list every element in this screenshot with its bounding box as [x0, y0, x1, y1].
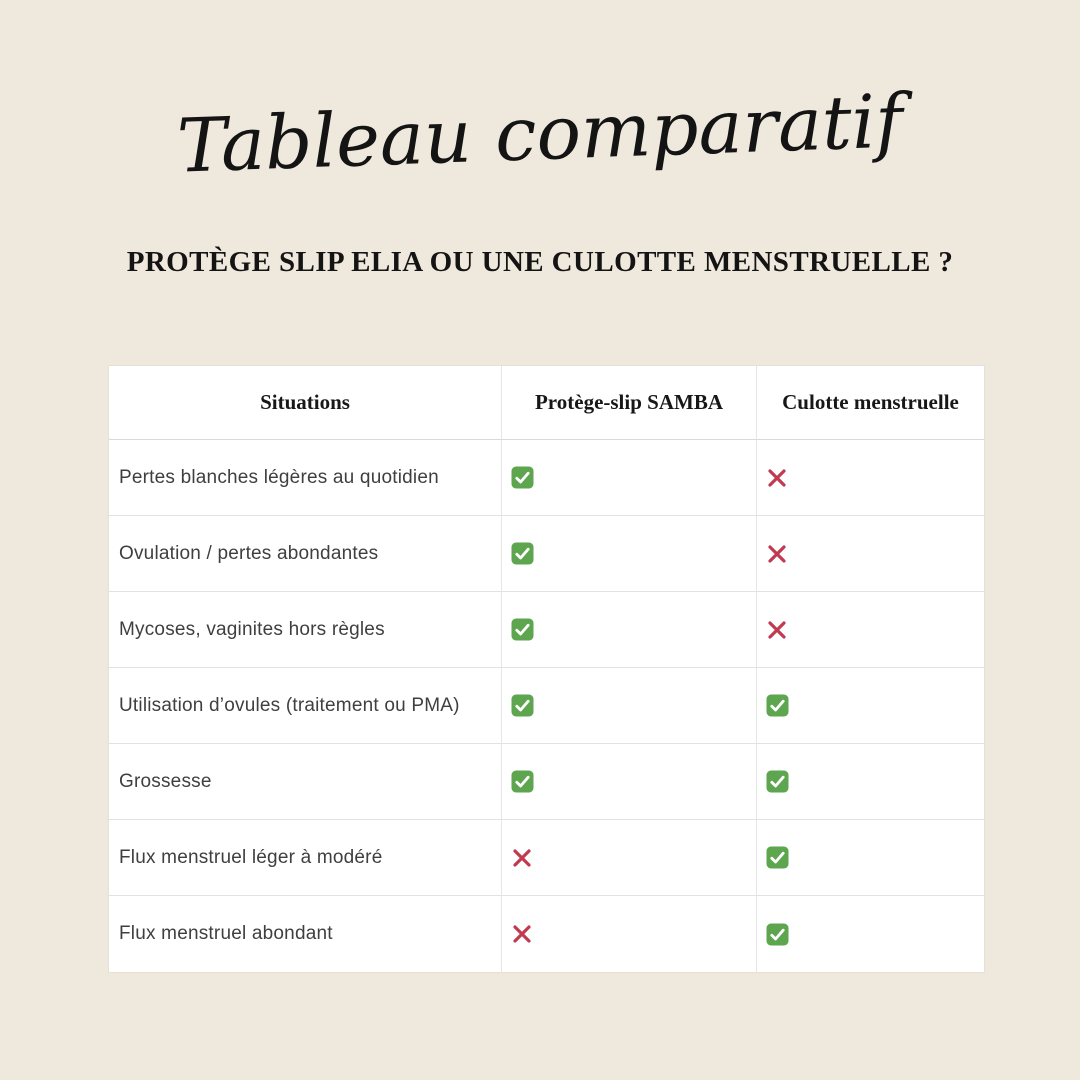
situation-label: Pertes blanches légères au quotidien — [109, 440, 501, 516]
culotte-cell — [756, 820, 984, 896]
header-cell-culotte-menstruelle: Culotte menstruelle — [756, 366, 984, 440]
check-icon — [511, 466, 534, 489]
samba-cell — [501, 668, 756, 744]
check-icon — [766, 694, 789, 717]
header-cell-situations: Situations — [109, 366, 501, 440]
samba-cell — [501, 440, 756, 516]
check-icon — [766, 770, 789, 793]
cross-icon — [768, 544, 786, 563]
culotte-cell — [756, 896, 984, 972]
page-title: Tableau comparatif — [175, 78, 905, 190]
situation-label: Utilisation d’ovules (traitement ou PMA) — [109, 668, 501, 744]
check-icon — [766, 923, 789, 945]
check-icon — [766, 846, 789, 869]
culotte-cell — [756, 744, 984, 820]
cross-icon — [513, 848, 531, 867]
check-icon — [511, 694, 534, 717]
check-icon — [511, 542, 534, 565]
samba-cell — [501, 820, 756, 896]
culotte-cell — [756, 592, 984, 668]
samba-cell — [501, 516, 756, 592]
situation-label: Ovulation / pertes abondantes — [109, 516, 501, 592]
samba-cell — [501, 896, 756, 972]
culotte-cell — [756, 516, 984, 592]
situation-label: Mycoses, vaginites hors règles — [109, 592, 501, 668]
header-cell-protege-slip-samba: Protège-slip SAMBA — [501, 366, 756, 440]
cross-icon — [513, 925, 531, 943]
samba-cell — [501, 592, 756, 668]
comparison-table: Situations Protège-slip SAMBA Culotte me… — [108, 365, 985, 973]
check-icon — [511, 770, 534, 793]
samba-cell — [501, 744, 756, 820]
situation-label: Flux menstruel abondant — [109, 896, 501, 972]
cross-icon — [768, 468, 786, 487]
page-subtitle: PROTÈGE SLIP ELIA OU UNE CULOTTE MENSTRU… — [126, 246, 954, 278]
situation-label: Flux menstruel léger à modéré — [109, 820, 501, 896]
culotte-cell — [756, 668, 984, 744]
check-icon — [511, 618, 534, 641]
situation-label: Grossesse — [109, 744, 501, 820]
cross-icon — [768, 620, 786, 639]
culotte-cell — [756, 440, 984, 516]
